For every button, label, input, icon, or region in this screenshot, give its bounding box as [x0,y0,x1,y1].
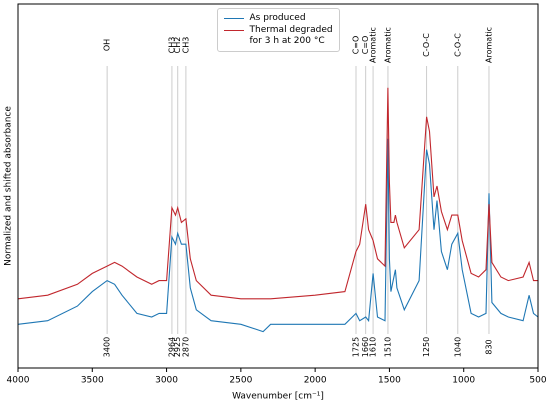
series-line [17,87,538,300]
x-tick-label: 3500 [81,376,104,386]
series-line [17,138,539,333]
annotation-value: 830 [484,339,493,354]
annotation-value: 2925 [173,337,182,357]
annotation-label: C-O-C [422,33,431,57]
annotation-label: C=O [361,36,370,55]
annotation-value: 1610 [369,337,378,357]
annotation-label: Aromatic [369,27,378,63]
annotation-value: 2964 [167,337,176,357]
legend-label: Thermal degraded for 3 h at 200 °C [249,25,333,46]
legend-swatch [223,18,244,19]
x-axis-label: Wavenumber [cm⁻¹] [232,392,324,402]
plot-frame [17,3,539,369]
x-tick-label: 1000 [452,376,475,386]
annotation-value: 2870 [181,337,190,357]
y-axis-label: Normalized and shifted absorbance [4,106,14,266]
x-tick-label: 2500 [229,376,252,386]
annotation-value: 1040 [453,337,462,357]
x-tick-label: 500 [529,376,546,386]
annotation-value: 3400 [103,337,112,357]
x-tick-label: 1500 [378,376,401,386]
annotation-label: CH2 [173,37,182,54]
annotation-label: Aromatic [383,27,392,63]
annotation-value: 1660 [361,337,370,357]
annotation-value: 1725 [352,337,361,357]
legend-entry: As produced [223,13,333,24]
annotation-label: CH3 [167,37,176,54]
annotation-label: Aromatic [484,27,493,63]
annotation-value: 1510 [383,337,392,357]
legend-label: As produced [249,13,306,23]
annotation-label: C-O-C [453,33,462,57]
legend: As produced Thermal degraded for 3 h at 2… [216,8,340,52]
annotation-label: CH3 [181,37,190,54]
legend-entry: Thermal degraded for 3 h at 200 °C [223,25,333,47]
annotation-value: 1250 [422,337,431,357]
x-tick-label: 3000 [155,376,178,386]
x-tick-label: 2000 [304,376,327,386]
annotation-label: OH [103,39,112,51]
legend-swatch [223,30,244,31]
annotation-label: C=O [352,36,361,55]
x-tick-label: 4000 [7,376,30,386]
